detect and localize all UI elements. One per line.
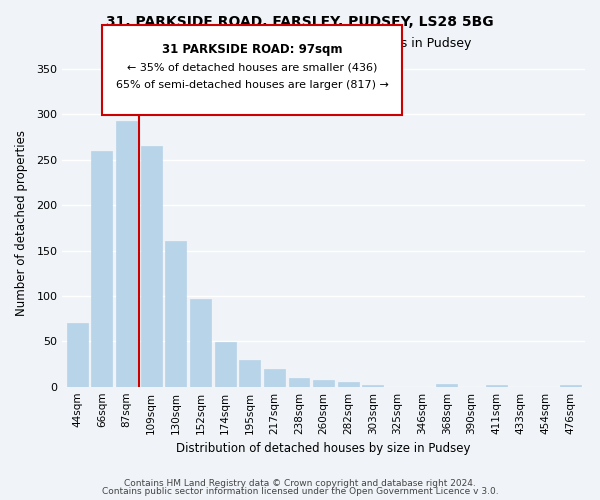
X-axis label: Distribution of detached houses by size in Pudsey: Distribution of detached houses by size … xyxy=(176,442,471,455)
Text: ← 35% of detached houses are smaller (436): ← 35% of detached houses are smaller (43… xyxy=(127,62,377,72)
Bar xyxy=(215,342,236,386)
Bar xyxy=(239,360,260,386)
Bar xyxy=(264,370,285,386)
Bar xyxy=(362,385,383,386)
Bar xyxy=(116,121,137,386)
Bar xyxy=(560,385,581,386)
Text: Contains HM Land Registry data © Crown copyright and database right 2024.: Contains HM Land Registry data © Crown c… xyxy=(124,478,476,488)
Bar xyxy=(436,384,457,386)
Text: Contains public sector information licensed under the Open Government Licence v : Contains public sector information licen… xyxy=(101,487,499,496)
Text: 65% of semi-detached houses are larger (817) →: 65% of semi-detached houses are larger (… xyxy=(116,80,388,90)
Text: 31 PARKSIDE ROAD: 97sqm: 31 PARKSIDE ROAD: 97sqm xyxy=(162,42,342,56)
Y-axis label: Number of detached properties: Number of detached properties xyxy=(15,130,28,316)
Bar xyxy=(313,380,334,386)
Text: 31, PARKSIDE ROAD, FARSLEY, PUDSEY, LS28 5BG: 31, PARKSIDE ROAD, FARSLEY, PUDSEY, LS28… xyxy=(106,15,494,29)
Bar xyxy=(140,146,161,386)
Bar xyxy=(190,298,211,386)
Bar xyxy=(67,323,88,386)
Text: Size of property relative to detached houses in Pudsey: Size of property relative to detached ho… xyxy=(129,38,471,51)
Bar xyxy=(165,242,186,386)
Bar xyxy=(91,150,112,386)
Bar xyxy=(338,382,359,386)
Bar xyxy=(486,385,507,386)
Bar xyxy=(289,378,310,386)
